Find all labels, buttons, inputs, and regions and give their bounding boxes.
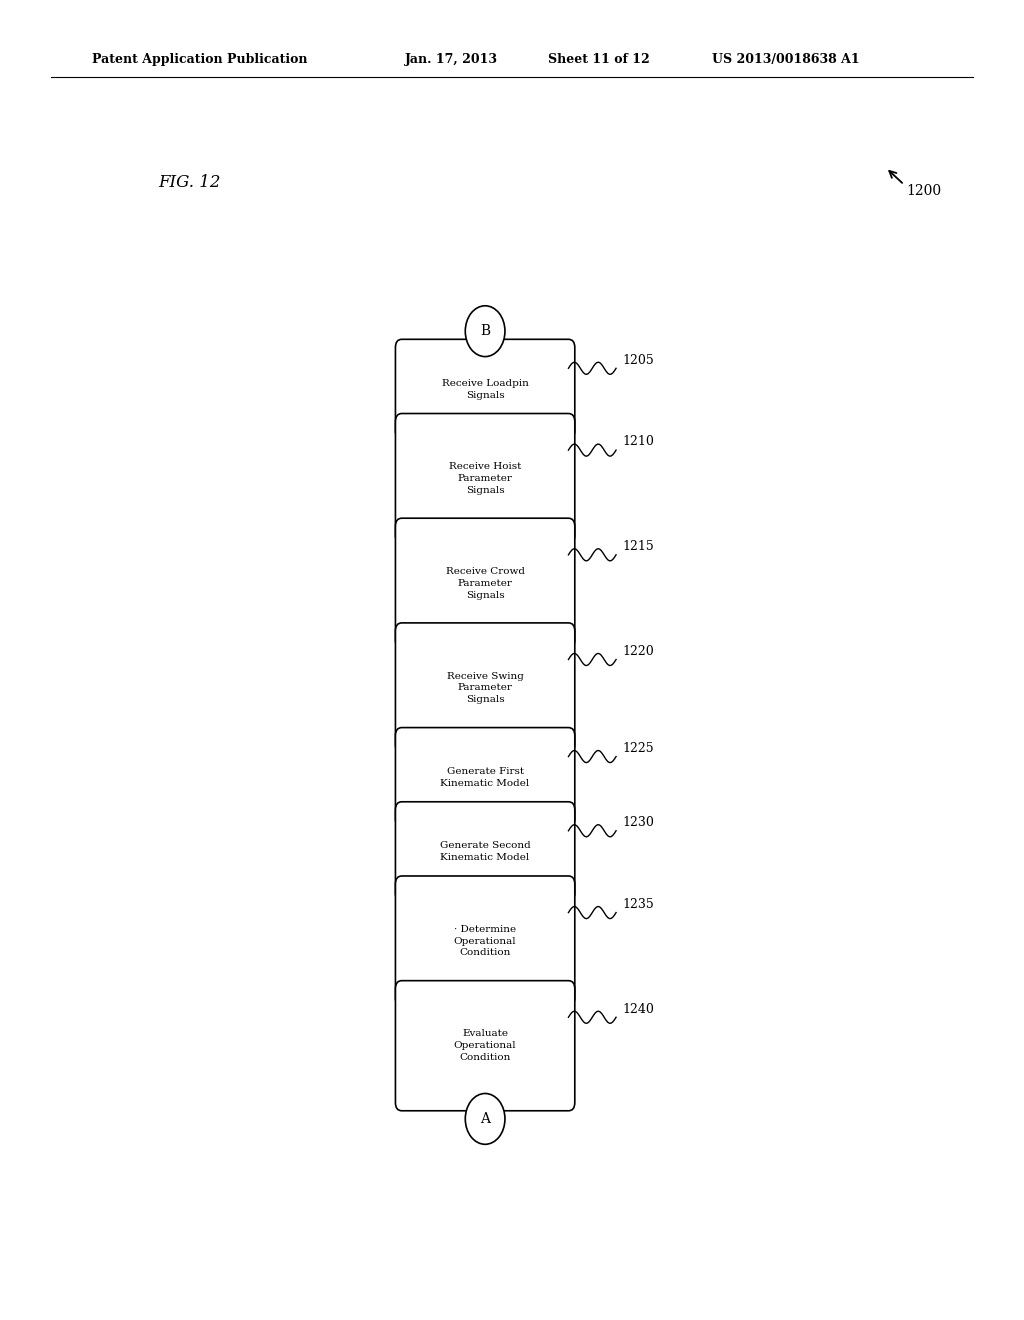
Text: Receive Loadpin
Signals: Receive Loadpin Signals — [441, 379, 528, 400]
FancyBboxPatch shape — [395, 413, 574, 544]
FancyBboxPatch shape — [395, 876, 574, 1006]
FancyBboxPatch shape — [395, 623, 574, 752]
Text: Generate First
Kinematic Model: Generate First Kinematic Model — [440, 767, 529, 788]
Circle shape — [465, 1093, 505, 1144]
Text: Patent Application Publication: Patent Application Publication — [92, 53, 307, 66]
Text: 1225: 1225 — [623, 742, 654, 755]
Text: Generate Second
Kinematic Model: Generate Second Kinematic Model — [439, 841, 530, 862]
Text: FIG. 12: FIG. 12 — [159, 174, 221, 190]
Text: 1235: 1235 — [623, 898, 654, 911]
FancyBboxPatch shape — [395, 339, 574, 440]
Text: B: B — [480, 325, 490, 338]
FancyBboxPatch shape — [395, 519, 574, 648]
Text: 1205: 1205 — [623, 354, 654, 367]
Text: US 2013/0018638 A1: US 2013/0018638 A1 — [712, 53, 859, 66]
Text: 1220: 1220 — [623, 645, 654, 657]
FancyBboxPatch shape — [395, 727, 574, 828]
Text: Sheet 11 of 12: Sheet 11 of 12 — [548, 53, 649, 66]
Text: 1215: 1215 — [623, 540, 654, 553]
Circle shape — [465, 306, 505, 356]
Text: 1200: 1200 — [906, 185, 941, 198]
Text: Jan. 17, 2013: Jan. 17, 2013 — [404, 53, 498, 66]
Text: 1230: 1230 — [623, 816, 654, 829]
Text: Evaluate
Operational
Condition: Evaluate Operational Condition — [454, 1030, 516, 1063]
FancyBboxPatch shape — [395, 801, 574, 902]
Text: Receive Crowd
Parameter
Signals: Receive Crowd Parameter Signals — [445, 568, 524, 599]
Text: A: A — [480, 1111, 490, 1126]
Text: Receive Hoist
Parameter
Signals: Receive Hoist Parameter Signals — [449, 462, 521, 495]
FancyBboxPatch shape — [395, 981, 574, 1110]
Text: 1240: 1240 — [623, 1003, 654, 1015]
Text: 1210: 1210 — [623, 436, 654, 449]
Text: Receive Swing
Parameter
Signals: Receive Swing Parameter Signals — [446, 672, 523, 705]
Text: · Determine
Operational
Condition: · Determine Operational Condition — [454, 925, 516, 957]
